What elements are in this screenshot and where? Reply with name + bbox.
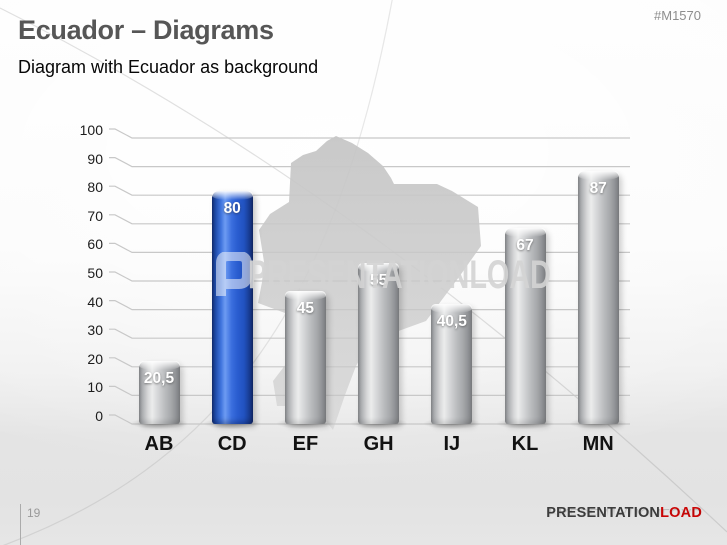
gridline	[109, 242, 630, 253]
y-axis-label: 20	[87, 350, 103, 367]
gridline	[109, 128, 630, 139]
bar-value-label: 20,5	[143, 370, 175, 388]
y-axis-label: 40	[87, 293, 103, 310]
category-label-EF: EF	[292, 433, 319, 455]
bar-value-label: 40,5	[436, 313, 467, 331]
product-code: #M1570	[654, 8, 701, 23]
bar-IJ: 40,5	[431, 304, 473, 424]
brand-accent: LOAD	[660, 505, 702, 521]
bar-EF: 45	[284, 291, 326, 424]
gridline	[109, 185, 630, 196]
brand-logo-reflection: PRESENTATIONLOAD	[548, 505, 702, 521]
bar-GH: 55	[358, 262, 400, 424]
brand-logo: PRESENTATIONLOAD	[546, 505, 702, 521]
slide-subtitle: Diagram with Ecuador as background	[18, 57, 319, 77]
y-axis-label: 90	[87, 150, 103, 167]
category-label-CD: CD	[217, 433, 247, 455]
gridline	[109, 414, 630, 425]
bar-CD: 80	[211, 191, 253, 424]
y-axis-label: 30	[87, 322, 103, 339]
bar-KL: 67	[504, 228, 546, 424]
footer-divider	[20, 504, 21, 545]
bar-MN: 87	[577, 171, 619, 424]
gridline	[109, 214, 630, 225]
bar-value-label: 45	[296, 300, 315, 318]
y-axis-label: 100	[79, 122, 103, 138]
category-label-MN: MN	[582, 433, 614, 455]
y-axis-label: 70	[87, 207, 103, 224]
category-label-IJ: IJ	[443, 433, 461, 455]
brand-primary: PRESENTATION	[546, 505, 661, 521]
y-axis-label: 50	[87, 265, 103, 281]
bar-value-label: 55	[369, 271, 388, 289]
y-axis-label: 80	[87, 179, 103, 196]
category-label-GH: GH	[363, 433, 394, 455]
slide-title: Ecuador – Diagrams	[18, 15, 274, 45]
category-label-KL: KL	[511, 433, 539, 455]
y-axis-label: 10	[87, 379, 103, 396]
y-axis-label: 60	[87, 236, 103, 253]
bar-value-label: 80	[223, 200, 241, 218]
bar-value-label: 87	[589, 180, 607, 198]
gridline	[109, 157, 630, 168]
page-number: 19	[27, 506, 41, 520]
bar-value-label: 67	[516, 237, 534, 255]
bar-AB: 20,5	[138, 361, 180, 424]
category-label-AB: AB	[144, 433, 174, 455]
y-axis-label: 0	[95, 408, 103, 424]
